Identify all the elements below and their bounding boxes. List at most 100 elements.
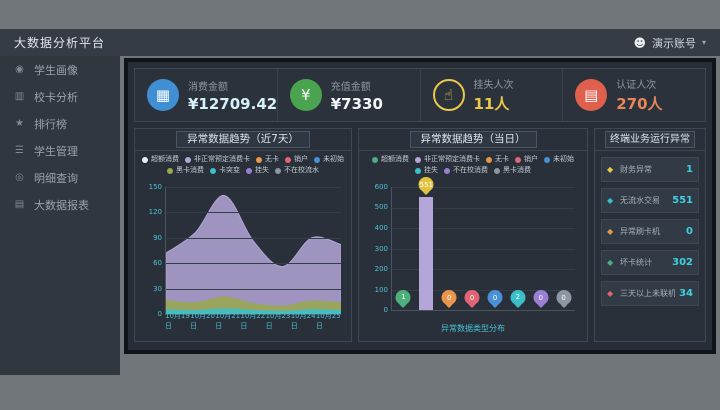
status-value: 551 (672, 195, 693, 206)
status-row: ◆ 异常刷卡机 0 (601, 219, 699, 244)
status-row: ◆ 三天以上未联机 34 (601, 281, 699, 306)
legend-item[interactable]: 销户 (285, 155, 308, 164)
sidebar-item-detail-query[interactable]: ◎ 明细查询 (0, 164, 120, 191)
x-tick-label: 10月20日 (190, 312, 215, 330)
legend-dot (415, 167, 421, 174)
recharge-amount-icon: ¥ (289, 79, 322, 111)
legend-dot (185, 156, 191, 163)
legend-label: 销户 (294, 155, 308, 163)
legend-label: 未初始 (553, 155, 574, 163)
legend-label: 卡突变 (219, 166, 240, 174)
status-label: 三天以上未联机 (620, 289, 676, 298)
x-tick-label: 10月19日 (165, 312, 190, 330)
bar-chart-caption: 异常数据类型分布 (441, 324, 505, 333)
gridline (392, 207, 575, 209)
app-title: 大数据分析平台 (14, 36, 106, 50)
x-tick-label: 10月21日 (215, 312, 241, 330)
panel-title-bar: 异常数据趋势（近7天） (135, 129, 351, 151)
sidebar-item-ranking[interactable]: ★ 排行榜 (0, 110, 120, 137)
legend-dot (142, 156, 148, 163)
user-name: 演示账号 (651, 36, 696, 50)
user-icon: ☻ (633, 35, 646, 50)
legend-dot (486, 156, 492, 163)
legend-item[interactable]: 无卡 (486, 155, 509, 164)
legend-dot (494, 167, 500, 174)
legend-dot (372, 156, 378, 163)
panel-title-bar: 异常数据趋势（当日） (359, 129, 587, 151)
status-label: 无流水交易 (620, 196, 660, 205)
legend-dot (275, 167, 281, 174)
bar-chart: 0 100 200 300 400 500 600 1 551 0 0 0 2 0 0 (375, 177, 575, 314)
balloon-tip (560, 300, 568, 309)
panel-title: 异常数据趋势（近7天） (176, 131, 310, 148)
status-value: 34 (679, 288, 693, 299)
panel-terminal-status: 终端业务运行异常 ◆ 财务异常 1 ◆ 无流水交易 551 ◆ 异常刷卡机 0 ◆ 坏卡统计 302 ◆… (594, 128, 706, 342)
legend-dot (246, 167, 252, 174)
status-label: 坏卡统计 (620, 258, 652, 267)
legend-item[interactable]: 挂失 (415, 166, 438, 175)
status-label: 财务异常 (620, 165, 652, 174)
sidebar-item-student-management[interactable]: ☰ 学生管理 (0, 137, 120, 164)
balloon-marker: 0 (556, 290, 572, 309)
legend-item[interactable]: 超额消费 (372, 155, 409, 164)
series-非正常预定消费卡 (166, 194, 341, 314)
gridline (166, 187, 341, 188)
sidebar-item-label: 大数据报表 (34, 198, 89, 212)
x-tick-label: 10月23日 (265, 312, 291, 330)
y-tick-label: 0 (157, 310, 162, 318)
status-row: ◆ 财务异常 1 (601, 157, 699, 182)
legend-label: 不在校消费 (453, 166, 488, 174)
gridline (392, 187, 575, 188)
legend-item[interactable]: 不在校流水 (275, 166, 319, 175)
legend-item[interactable]: 不在校消费 (444, 166, 488, 175)
kpi-label: 充值金额 (330, 81, 371, 93)
auth-count-icon: ▤ (575, 79, 608, 111)
legend-item[interactable]: 销户 (515, 155, 538, 164)
legend-item[interactable]: 无卡 (256, 155, 279, 164)
series-不在校流水 (166, 308, 341, 314)
balloon-tip (491, 300, 499, 309)
status-value: 1 (686, 164, 693, 175)
legend-label: 无卡 (265, 155, 279, 163)
legend-dot (285, 156, 291, 163)
legend-label: 黑卡消费 (176, 166, 204, 174)
y-tick-label: 150 (148, 183, 162, 191)
legend-item[interactable]: 未初始 (314, 155, 344, 164)
balloon-tip (514, 300, 522, 308)
legend-dot (544, 156, 550, 163)
ranking-icon: ★ (15, 118, 24, 129)
status-row: ◆ 无流水交易 551 (601, 188, 699, 213)
legend-item[interactable]: 挂失 (246, 166, 269, 175)
legend-item[interactable]: 非正常预定消费卡 (415, 155, 480, 164)
sidebar: ◉ 学生画像 ▥ 校卡分析 ★ 排行榜 ☰ 学生管理 ◎ 明细查询 ▤ 大数据报表 (0, 56, 120, 375)
legend-item[interactable]: 卡突变 (210, 166, 240, 175)
sidebar-item-label: 学生画像 (34, 63, 78, 77)
loss-report-icon: ☝ (432, 79, 465, 111)
legend-item[interactable]: 未初始 (544, 155, 574, 164)
gridline (166, 288, 341, 290)
legend-item[interactable]: 超额消费 (142, 155, 179, 164)
status-row: ◆ 坏卡统计 302 (601, 250, 699, 275)
kpi-row: ▦ 消费金额 ¥12709.42 ¥ 充值金额 ¥7330 ☝ 挂失人次 11人… (134, 68, 706, 122)
chevron-down-icon: ▾ (701, 38, 706, 47)
legend-item[interactable]: 非正常预定消费卡 (185, 155, 250, 164)
detail-query-icon: ◎ (15, 172, 24, 183)
status-icon: ◆ (607, 165, 614, 174)
legend-dot (515, 156, 521, 163)
legend-item[interactable]: 黑卡消费 (167, 166, 204, 175)
status-list: ◆ 财务异常 1 ◆ 无流水交易 551 ◆ 异常刷卡机 0 ◆ 坏卡统计 302 ◆ 三天以上未联机 34 (595, 157, 705, 306)
status-icon: ◆ (607, 289, 614, 298)
app-header: 大数据分析平台 ☻ 演示账号 ▾ (0, 29, 720, 56)
legend-label: 挂失 (255, 166, 269, 174)
legend-label: 超额消费 (151, 155, 179, 163)
balloon-marker: 0 (441, 290, 457, 309)
legend-item[interactable]: 黑卡消费 (494, 166, 531, 175)
sidebar-item-student-profile[interactable]: ◉ 学生画像 (0, 56, 120, 83)
sidebar-item-bigdata-report[interactable]: ▤ 大数据报表 (0, 191, 120, 218)
sidebar-menu: ◉ 学生画像 ▥ 校卡分析 ★ 排行榜 ☰ 学生管理 ◎ 明细查询 ▤ 大数据报表 (0, 56, 120, 218)
sidebar-item-card-analysis[interactable]: ▥ 校卡分析 (0, 83, 120, 110)
status-value: 302 (672, 257, 693, 268)
legend-dot (415, 156, 421, 163)
legend-dot (444, 167, 450, 174)
user-menu[interactable]: ☻ 演示账号 ▾ (633, 35, 706, 51)
